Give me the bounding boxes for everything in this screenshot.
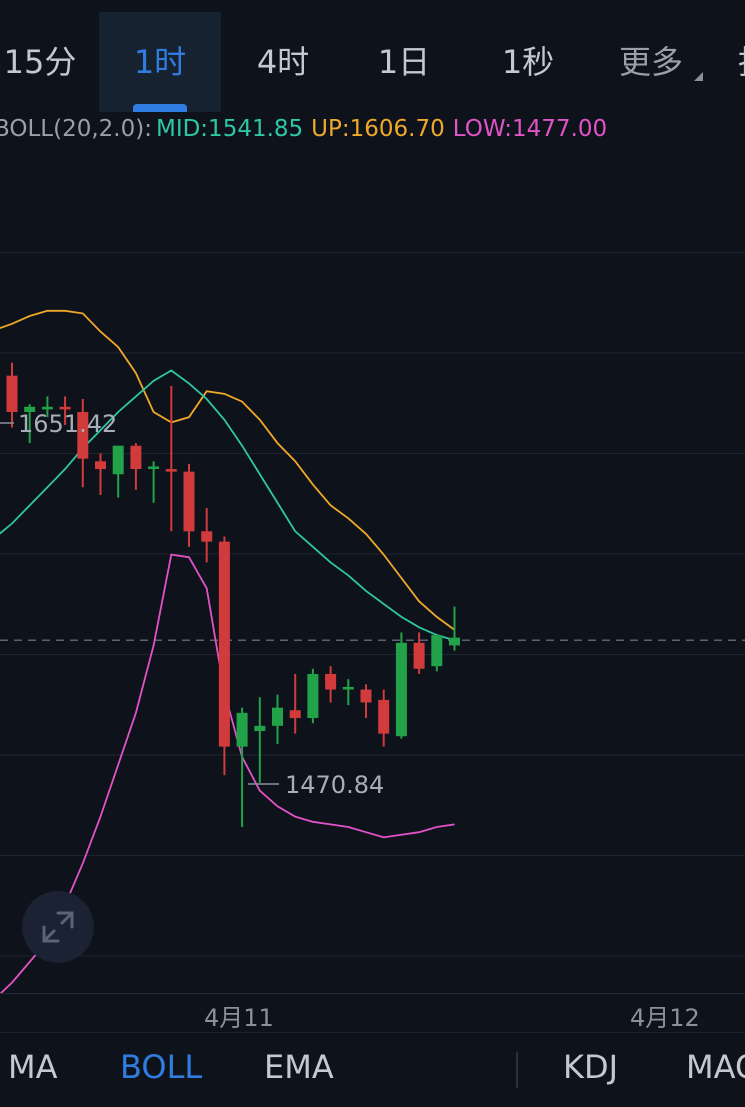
expand-button[interactable] — [22, 891, 94, 963]
indicator-divider — [0, 1032, 745, 1033]
candle-body — [360, 689, 372, 703]
candle-body — [6, 375, 18, 412]
candle-body — [148, 466, 160, 470]
candle-body — [342, 686, 354, 690]
indicator-tab-ma[interactable]: MA — [8, 1048, 58, 1086]
triangle-down-icon — [694, 72, 703, 81]
candle-body — [431, 635, 443, 667]
candle-body — [95, 461, 106, 470]
candle — [360, 684, 372, 719]
x-label-apr11: 4月11 — [204, 1004, 274, 1032]
candle — [6, 362, 18, 428]
tab-more[interactable]: 更多 — [618, 43, 683, 81]
candle — [413, 632, 425, 674]
candle-body — [130, 445, 142, 470]
candle-body — [395, 642, 407, 737]
tab-indicator[interactable]: 指 — [734, 12, 745, 112]
x-label-apr12: 4月12 — [630, 1004, 700, 1032]
candle — [431, 635, 443, 672]
candle — [272, 694, 283, 744]
candle-body — [272, 707, 283, 726]
candle-body — [59, 406, 71, 410]
boll-low-value: LOW:1477.00 — [452, 116, 608, 142]
x-axis-line — [0, 993, 745, 994]
active-tab-indicator — [133, 104, 187, 112]
candle-body — [183, 471, 195, 532]
candle — [148, 461, 160, 503]
boll-params: BOLL(20,2.0): — [0, 116, 152, 142]
candle — [218, 536, 230, 776]
boll-legend: BOLL(20,2.0): MID:1541.85 UP:1606.70 LOW:14… — [0, 116, 615, 146]
tab-4h[interactable]: 4时 — [256, 43, 310, 81]
candle — [24, 404, 36, 444]
candle-body — [218, 541, 230, 747]
candle-body — [325, 673, 337, 690]
indicator-tab-macd[interactable]: MAC — [686, 1048, 745, 1086]
candle-body — [289, 710, 301, 719]
price-markers: 1651.42 1470.84 — [0, 410, 384, 799]
candle-body — [413, 642, 425, 669]
candle-body — [378, 699, 390, 734]
candle-body — [201, 531, 213, 542]
candle — [236, 707, 248, 827]
candle — [77, 399, 89, 488]
boll-mid-line — [0, 369, 455, 642]
indicator-tab-ema[interactable]: EMA — [264, 1048, 334, 1086]
candle-body — [165, 469, 177, 472]
indicator-separator — [516, 1052, 518, 1088]
indicator-tab-boll[interactable]: BOLL — [120, 1048, 203, 1086]
candle — [165, 386, 177, 532]
boll-up-value: UP:1606.70 — [311, 116, 445, 142]
candle-body — [41, 406, 53, 410]
candle-body — [254, 725, 266, 732]
tab-1s[interactable]: 1秒 — [501, 43, 555, 81]
indicator-tab-kdj[interactable]: KDJ — [563, 1048, 619, 1086]
boll-upper-line — [0, 309, 456, 631]
candle-body — [112, 445, 124, 475]
candle — [449, 606, 460, 651]
candle — [59, 396, 71, 425]
expand-icon — [42, 911, 74, 943]
candle — [254, 697, 266, 783]
tab-15m[interactable]: 15分 — [3, 43, 77, 81]
candles — [6, 362, 460, 827]
candle — [289, 673, 301, 734]
candle — [183, 463, 195, 547]
boll-mid-value: MID:1541.85 — [155, 116, 304, 142]
candle — [112, 445, 124, 498]
candle — [41, 396, 53, 418]
high-price-label: 1651.42 — [18, 410, 117, 438]
tab-1h[interactable]: 1时 — [99, 12, 221, 112]
candle-body — [449, 637, 460, 646]
candle — [395, 632, 407, 739]
candle — [307, 668, 319, 724]
low-price-label: 1470.84 — [285, 771, 384, 799]
tab-1h-label: 1时 — [133, 43, 187, 81]
candle — [95, 453, 106, 495]
candle — [342, 679, 354, 706]
candle — [201, 507, 213, 563]
candle — [325, 666, 337, 703]
candle-body — [77, 411, 89, 459]
candle — [378, 689, 390, 747]
candlestick-chart[interactable]: 1651.42 1470.84 — [0, 150, 745, 993]
timeframe-tabs: 15分 1时 4时 1日 1秒 更多 指 — [0, 0, 745, 120]
chart-grid — [0, 252, 745, 957]
candle-body — [24, 406, 36, 412]
candle — [130, 443, 142, 490]
tab-1d[interactable]: 1日 — [377, 43, 431, 81]
candle-body — [307, 673, 319, 719]
candle-body — [236, 712, 248, 747]
